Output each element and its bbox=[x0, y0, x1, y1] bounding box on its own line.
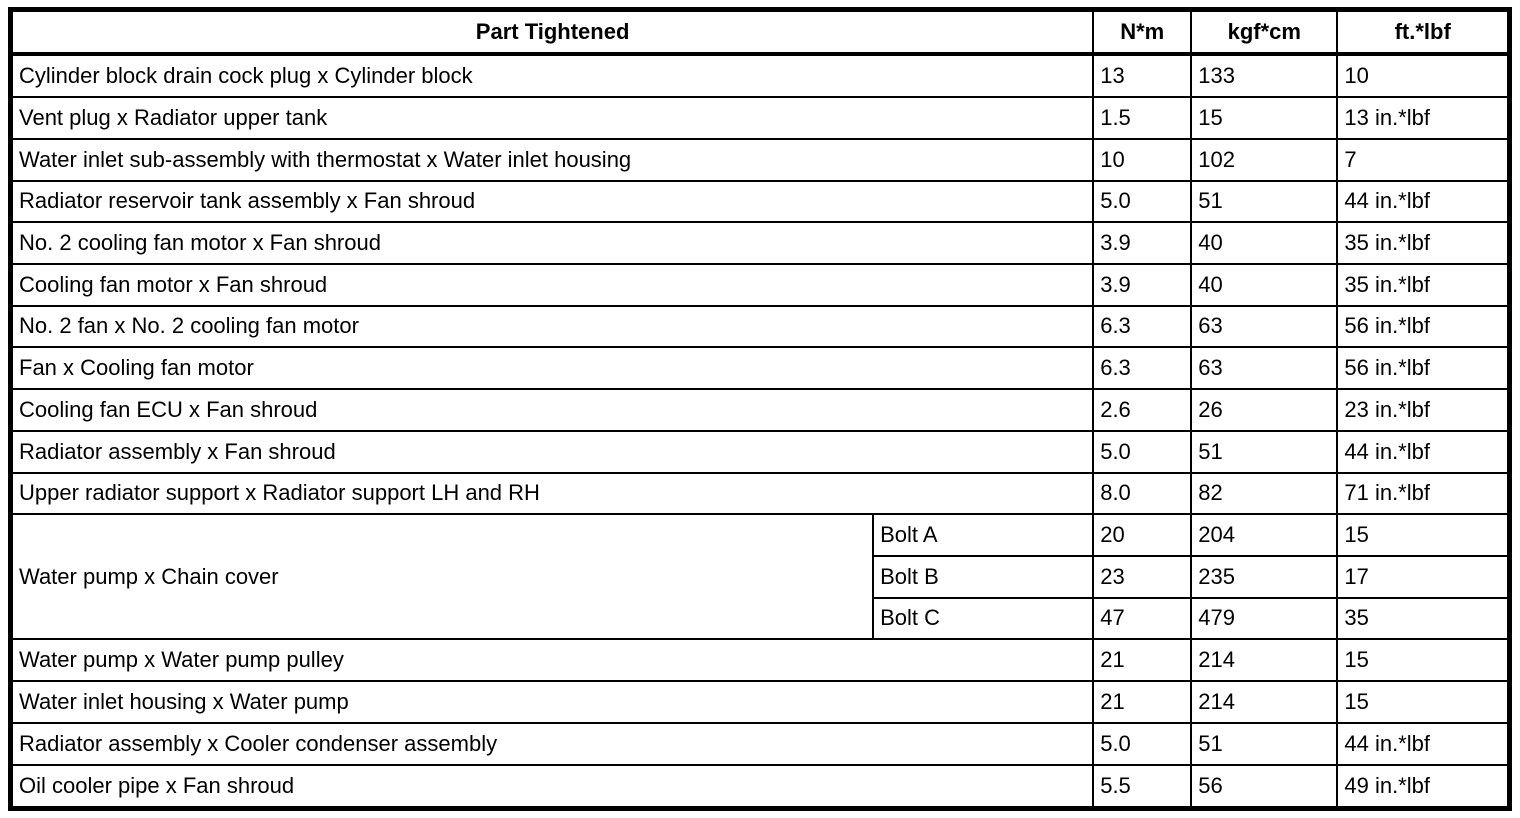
nm-cell: 10 bbox=[1092, 137, 1193, 182]
kgfcm-cell: 235 bbox=[1190, 555, 1339, 599]
kgfcm-cell: 51 bbox=[1190, 429, 1339, 474]
column-header-nm: N*m bbox=[1092, 8, 1193, 56]
part-cell: Radiator reservoir tank assembly x Fan s… bbox=[9, 179, 1095, 224]
header-row: Part Tightened N*m kgf*cm ft.*lbf bbox=[9, 8, 1511, 56]
kgfcm-cell: 63 bbox=[1190, 304, 1339, 349]
kgfcm-cell: 26 bbox=[1190, 388, 1339, 432]
part-cell: Radiator assembly x Cooler condenser ass… bbox=[9, 721, 1095, 766]
ftlbf-cell: 15 bbox=[1336, 513, 1511, 557]
nm-cell: 2.6 bbox=[1092, 388, 1193, 432]
nm-cell: 6.3 bbox=[1092, 346, 1193, 391]
torque-spec-table: Part Tightened N*m kgf*cm ft.*lbf Cylind… bbox=[8, 7, 1512, 811]
part-cell: Vent plug x Radiator upper tank bbox=[9, 96, 1095, 140]
nm-cell: 3.9 bbox=[1092, 262, 1193, 307]
table-row: No. 2 cooling fan motor x Fan shroud 3.9… bbox=[9, 221, 1511, 265]
part-cell: Cooling fan motor x Fan shroud bbox=[9, 262, 1095, 307]
table-row: Fan x Cooling fan motor 6.3 63 56 in.*lb… bbox=[9, 346, 1511, 391]
table-row: Water inlet sub-assembly with thermostat… bbox=[9, 137, 1511, 182]
kgfcm-cell: 51 bbox=[1190, 721, 1339, 766]
column-header-ftlbf: ft.*lbf bbox=[1336, 8, 1511, 56]
ftlbf-cell: 15 bbox=[1336, 680, 1511, 724]
part-cell: Water inlet sub-assembly with thermostat… bbox=[9, 137, 1095, 182]
ftlbf-cell: 44 in.*lbf bbox=[1336, 721, 1511, 766]
part-cell: Water inlet housing x Water pump bbox=[9, 680, 1095, 724]
ftlbf-cell: 10 bbox=[1336, 52, 1511, 99]
part-cell-water-pump-chain-cover: Water pump x Chain cover bbox=[9, 513, 875, 641]
table-row: Radiator assembly x Fan shroud 5.0 51 44… bbox=[9, 429, 1511, 474]
kgfcm-cell: 479 bbox=[1190, 596, 1339, 641]
part-cell: Upper radiator support x Radiator suppor… bbox=[9, 471, 1095, 516]
nm-cell: 23 bbox=[1092, 555, 1193, 599]
part-cell: Cooling fan ECU x Fan shroud bbox=[9, 388, 1095, 432]
kgfcm-cell: 214 bbox=[1190, 638, 1339, 683]
nm-cell: 5.0 bbox=[1092, 721, 1193, 766]
kgfcm-cell: 51 bbox=[1190, 179, 1339, 224]
part-cell: Oil cooler pipe x Fan shroud bbox=[9, 763, 1095, 810]
nm-cell: 20 bbox=[1092, 513, 1193, 557]
nm-cell: 1.5 bbox=[1092, 96, 1193, 140]
part-cell: Fan x Cooling fan motor bbox=[9, 346, 1095, 391]
ftlbf-cell: 35 in.*lbf bbox=[1336, 221, 1511, 265]
kgfcm-cell: 82 bbox=[1190, 471, 1339, 516]
table-row: Radiator assembly x Cooler condenser ass… bbox=[9, 721, 1511, 766]
nm-cell: 5.5 bbox=[1092, 763, 1193, 810]
table-row-group-bolt-c: Bolt C 47 479 35 bbox=[11, 596, 1511, 641]
column-header-kgfcm: kgf*cm bbox=[1190, 8, 1339, 56]
table-row: Water pump x Water pump pulley 21 214 15 bbox=[9, 638, 1511, 683]
table-row: Vent plug x Radiator upper tank 1.5 15 1… bbox=[9, 96, 1511, 140]
nm-cell: 3.9 bbox=[1092, 221, 1193, 265]
table-row: Radiator reservoir tank assembly x Fan s… bbox=[9, 179, 1511, 224]
ftlbf-cell: 49 in.*lbf bbox=[1336, 763, 1511, 810]
kgfcm-cell: 40 bbox=[1190, 262, 1339, 307]
nm-cell: 8.0 bbox=[1092, 471, 1193, 516]
table-row: Upper radiator support x Radiator suppor… bbox=[9, 471, 1511, 516]
nm-cell: 5.0 bbox=[1092, 429, 1193, 474]
ftlbf-cell: 56 in.*lbf bbox=[1336, 346, 1511, 391]
table-row: Oil cooler pipe x Fan shroud 5.5 56 49 i… bbox=[9, 763, 1511, 810]
nm-cell: 6.3 bbox=[1092, 304, 1193, 349]
table-row-group-bolt-b: Bolt B 23 235 17 bbox=[11, 555, 1511, 599]
ftlbf-cell: 7 bbox=[1336, 137, 1511, 182]
table-row: Cooling fan motor x Fan shroud 3.9 40 35… bbox=[9, 262, 1511, 307]
ftlbf-cell: 17 bbox=[1336, 555, 1511, 599]
ftlbf-cell: 44 in.*lbf bbox=[1336, 429, 1511, 474]
nm-cell: 21 bbox=[1092, 680, 1193, 724]
part-cell: Cylinder block drain cock plug x Cylinde… bbox=[9, 52, 1095, 99]
nm-cell: 5.0 bbox=[1092, 179, 1193, 224]
ftlbf-cell: 44 in.*lbf bbox=[1336, 179, 1511, 224]
ftlbf-cell: 13 in.*lbf bbox=[1336, 96, 1511, 140]
kgfcm-cell: 102 bbox=[1190, 137, 1339, 182]
nm-cell: 47 bbox=[1092, 596, 1193, 641]
kgfcm-cell: 214 bbox=[1190, 680, 1339, 724]
ftlbf-cell: 23 in.*lbf bbox=[1336, 388, 1511, 432]
ftlbf-cell: 56 in.*lbf bbox=[1336, 304, 1511, 349]
part-cell: Radiator assembly x Fan shroud bbox=[9, 429, 1095, 474]
bolt-label-cell: Bolt C bbox=[872, 596, 1095, 641]
bolt-label-cell: Bolt B bbox=[872, 555, 1095, 599]
table-row: Cylinder block drain cock plug x Cylinde… bbox=[9, 52, 1511, 99]
kgfcm-cell: 133 bbox=[1190, 52, 1339, 99]
kgfcm-cell: 40 bbox=[1190, 221, 1339, 265]
bolt-label-cell: Bolt A bbox=[872, 513, 1095, 557]
kgfcm-cell: 15 bbox=[1190, 96, 1339, 140]
part-cell: No. 2 fan x No. 2 cooling fan motor bbox=[9, 304, 1095, 349]
ftlbf-cell: 71 in.*lbf bbox=[1336, 471, 1511, 516]
table-row-group-bolt-a: Water pump x Chain cover Bolt A 20 204 1… bbox=[9, 513, 1511, 641]
table-row: Water inlet housing x Water pump 21 214 … bbox=[9, 680, 1511, 724]
ftlbf-cell: 15 bbox=[1336, 638, 1511, 683]
table-row: No. 2 fan x No. 2 cooling fan motor 6.3 … bbox=[9, 304, 1511, 349]
part-cell: No. 2 cooling fan motor x Fan shroud bbox=[9, 221, 1095, 265]
ftlbf-cell: 35 in.*lbf bbox=[1336, 262, 1511, 307]
column-header-part-tightened: Part Tightened bbox=[9, 8, 1095, 56]
nm-cell: 13 bbox=[1092, 52, 1193, 99]
kgfcm-cell: 63 bbox=[1190, 346, 1339, 391]
kgfcm-cell: 56 bbox=[1190, 763, 1339, 810]
part-cell: Water pump x Water pump pulley bbox=[9, 638, 1095, 683]
table-row: Cooling fan ECU x Fan shroud 2.6 26 23 i… bbox=[9, 388, 1511, 432]
kgfcm-cell: 204 bbox=[1190, 513, 1339, 557]
nm-cell: 21 bbox=[1092, 638, 1193, 683]
ftlbf-cell: 35 bbox=[1336, 596, 1511, 641]
